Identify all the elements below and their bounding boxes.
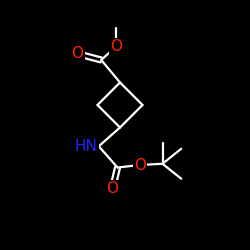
- Text: O: O: [134, 158, 146, 172]
- Text: O: O: [106, 181, 118, 196]
- Text: HN: HN: [74, 139, 98, 154]
- Text: O: O: [110, 39, 122, 54]
- Text: O: O: [72, 46, 84, 61]
